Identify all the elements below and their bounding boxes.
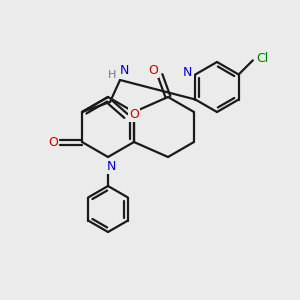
Text: N: N <box>106 160 116 172</box>
Text: O: O <box>129 107 139 121</box>
Text: N: N <box>119 64 129 77</box>
Text: Cl: Cl <box>257 52 269 65</box>
Text: O: O <box>148 64 158 76</box>
Text: N: N <box>183 66 192 79</box>
Text: H: H <box>108 70 116 80</box>
Text: O: O <box>48 136 58 148</box>
